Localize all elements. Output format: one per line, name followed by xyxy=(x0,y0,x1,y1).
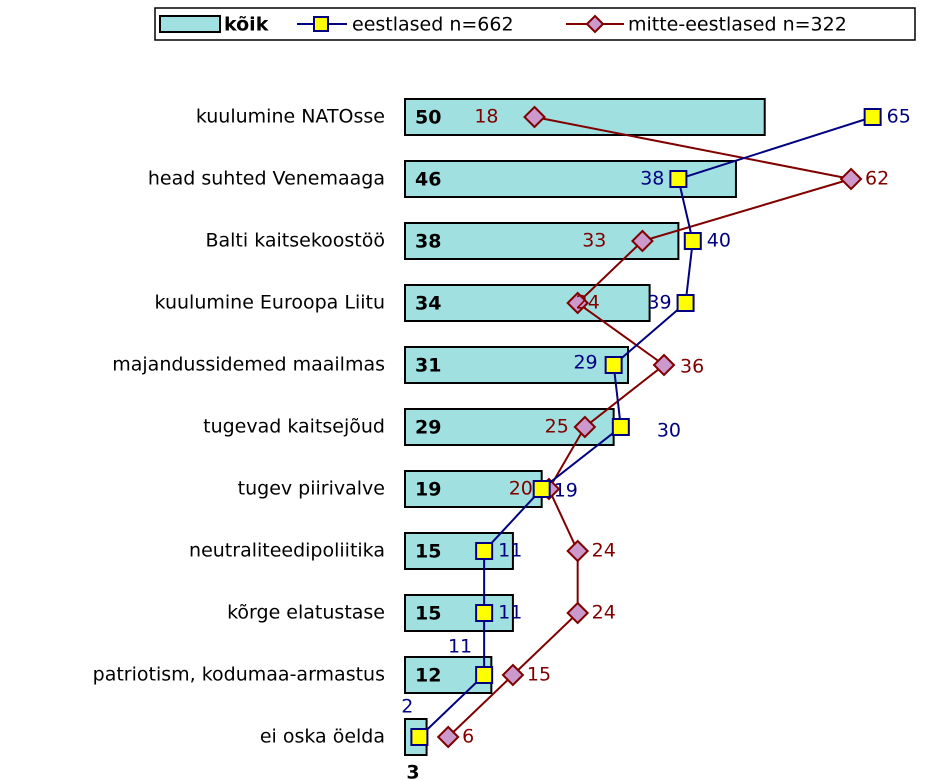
data-label: 24 xyxy=(592,540,616,562)
marker xyxy=(566,601,590,625)
category-label: tugevad kaitsejõud xyxy=(203,416,385,438)
data-label: 33 xyxy=(582,230,606,252)
data-label: 6 xyxy=(462,726,474,748)
data-label: 3 xyxy=(406,762,419,780)
category-label: majandussidemed maailmas xyxy=(112,354,385,376)
data-label: 36 xyxy=(680,356,704,378)
marker xyxy=(475,542,494,560)
marker xyxy=(523,105,546,129)
data-label: 29 xyxy=(573,352,597,374)
data-label: 65 xyxy=(887,106,911,128)
data-label: 19 xyxy=(554,480,578,502)
data-label: 15 xyxy=(527,664,551,686)
marker xyxy=(839,167,863,191)
data-label: 20 xyxy=(509,478,533,500)
data-label: 18 xyxy=(474,106,498,128)
legend-swatch xyxy=(159,15,221,33)
category-label: patriotism, kodumaa-armastus xyxy=(93,664,385,686)
data-label: 38 xyxy=(415,231,441,253)
marker xyxy=(604,356,623,374)
data-label: 15 xyxy=(415,541,441,563)
bar xyxy=(404,594,514,632)
bar xyxy=(404,470,543,508)
bar xyxy=(404,98,766,136)
data-label: 40 xyxy=(707,230,731,252)
legend-marker xyxy=(585,14,605,34)
data-label: 2 xyxy=(401,696,413,718)
legend-label: kõik xyxy=(224,14,269,36)
data-label: 19 xyxy=(415,479,441,501)
marker xyxy=(410,728,429,746)
data-label: 25 xyxy=(545,416,569,438)
data-label: 11 xyxy=(498,540,522,562)
data-label: 62 xyxy=(865,168,889,190)
data-label: 38 xyxy=(640,168,664,190)
category-label: kõrge elatustase xyxy=(227,602,385,624)
marker xyxy=(631,229,654,253)
data-label: 11 xyxy=(498,602,522,624)
data-label: 46 xyxy=(415,169,441,191)
legend-box xyxy=(154,7,916,41)
data-label: 39 xyxy=(647,292,671,314)
marker xyxy=(652,353,676,377)
data-label: 50 xyxy=(415,107,441,129)
legend-label: eestlased n=662 xyxy=(352,14,514,36)
category-label: kuulumine NATOsse xyxy=(196,106,385,128)
marker xyxy=(501,663,525,687)
data-label: 15 xyxy=(415,603,441,625)
category-label: kuulumine Euroopa Liitu xyxy=(155,292,385,314)
data-label: 30 xyxy=(657,420,681,442)
bar xyxy=(404,346,630,384)
marker xyxy=(566,291,590,315)
marker xyxy=(436,725,460,749)
data-label: 11 xyxy=(448,636,472,658)
data-label: 31 xyxy=(415,355,441,377)
data-label: 12 xyxy=(415,665,441,687)
marker xyxy=(566,539,590,563)
data-label: 34 xyxy=(415,293,441,315)
marker xyxy=(532,480,551,498)
marker xyxy=(669,170,688,188)
marker xyxy=(475,604,494,622)
data-label: 24 xyxy=(576,292,600,314)
marker xyxy=(475,666,494,684)
data-label: 24 xyxy=(592,602,616,624)
legend-marker xyxy=(313,16,329,32)
category-label: Balti kaitsekoostöö xyxy=(205,230,385,252)
marker xyxy=(676,294,695,312)
bar xyxy=(404,284,651,322)
marker xyxy=(573,415,597,439)
marker xyxy=(611,418,630,436)
data-label: 29 xyxy=(415,417,441,439)
category-label: ei oska öelda xyxy=(260,726,385,748)
marker xyxy=(683,232,702,250)
category-label: head suhted Venemaaga xyxy=(148,168,385,190)
category-label: neutraliteedipoliitika xyxy=(189,540,385,562)
marker xyxy=(863,108,882,126)
category-label: tugev piirivalve xyxy=(238,478,385,500)
legend-label: mitte-eestlased n=322 xyxy=(628,14,847,36)
